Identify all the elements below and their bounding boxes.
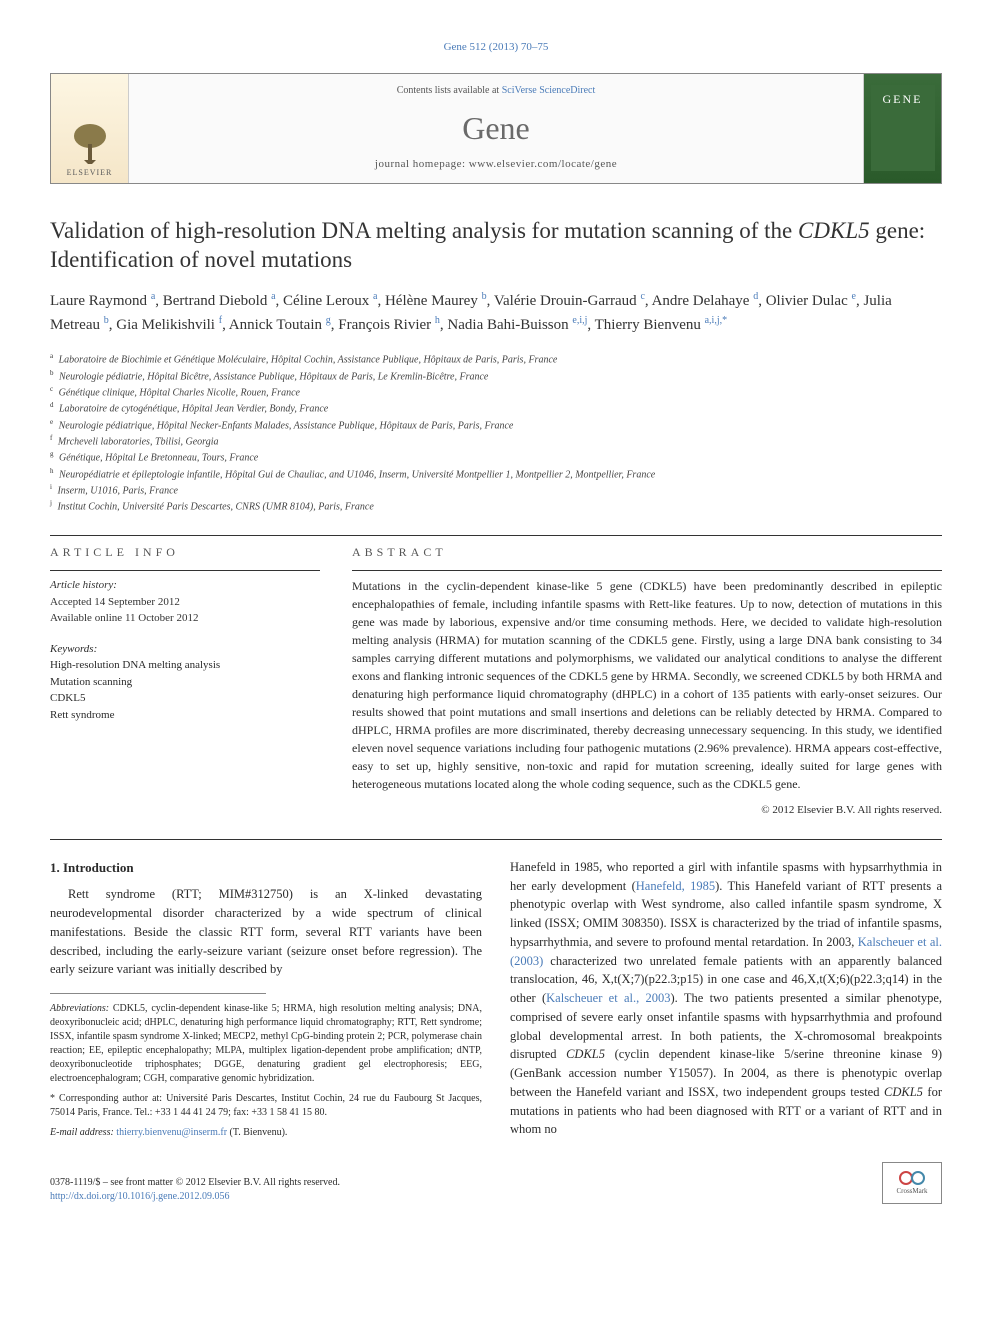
article-body: 1. Introduction Rett syndrome (RTT; MIM#… xyxy=(50,858,942,1148)
intro-paragraph-2: Hanefeld in 1985, who reported a girl wi… xyxy=(510,858,942,1139)
abstract-text: Mutations in the cyclin-dependent kinase… xyxy=(352,577,942,793)
publisher-logo: ELSEVIER xyxy=(51,74,129,182)
doi-link[interactable]: http://dx.doi.org/10.1016/j.gene.2012.09… xyxy=(50,1191,230,1202)
contents-available-line: Contents lists available at SciVerse Sci… xyxy=(137,84,855,98)
affiliation-item: g Génétique, Hôpital Le Bretonneau, Tour… xyxy=(50,449,942,465)
footnote-divider xyxy=(50,993,266,994)
intro-paragraph-1: Rett syndrome (RTT; MIM#312750) is an X-… xyxy=(50,885,482,979)
keyword-list: High-resolution DNA melting analysisMuta… xyxy=(50,657,320,723)
citation-link[interactable]: Hanefeld, 1985 xyxy=(636,879,715,893)
section-divider xyxy=(50,839,942,840)
affiliation-item: d Laboratoire de cytogénétique, Hôpital … xyxy=(50,400,942,416)
affiliation-item: e Neurologie pédiatrique, Hôpital Necker… xyxy=(50,417,942,433)
publisher-name: ELSEVIER xyxy=(67,167,113,178)
citation-link[interactable]: Kalscheuer et al. (2003) xyxy=(510,935,942,968)
affiliation-item: j Institut Cochin, Université Paris Desc… xyxy=(50,498,942,514)
issn-line: 0378-1119/$ – see front matter © 2012 El… xyxy=(50,1176,340,1190)
email-footnote: E-mail address: thierry.bienvenu@inserm.… xyxy=(50,1126,482,1140)
abbreviations-footnote: Abbreviations: CDKL5, cyclin-dependent k… xyxy=(50,1002,482,1086)
email-link[interactable]: thierry.bienvenu@inserm.fr xyxy=(116,1127,227,1138)
affiliation-item: c Génétique clinique, Hôpital Charles Ni… xyxy=(50,384,942,400)
journal-name: Gene xyxy=(137,106,855,151)
affiliation-item: i Inserm, U1016, Paris, France xyxy=(50,482,942,498)
keyword-item: Rett syndrome xyxy=(50,707,320,724)
accepted-date: Accepted 14 September 2012 xyxy=(50,594,320,611)
crossmark-badge[interactable]: CrossMark xyxy=(882,1162,942,1204)
journal-masthead: ELSEVIER Contents lists available at Sci… xyxy=(50,73,942,183)
crossmark-label: CrossMark xyxy=(896,1187,927,1197)
keyword-item: High-resolution DNA melting analysis xyxy=(50,657,320,674)
keyword-item: CDKL5 xyxy=(50,690,320,707)
article-info-heading: ARTICLE INFO xyxy=(50,544,320,561)
affiliation-item: h Neuropédiatrie et épileptologie infant… xyxy=(50,466,942,482)
keyword-item: Mutation scanning xyxy=(50,674,320,691)
sciencedirect-link[interactable]: SciVerse ScienceDirect xyxy=(502,85,596,96)
affiliation-list: a Laboratoire de Biochimie et Génétique … xyxy=(50,351,942,514)
article-history-label: Article history: xyxy=(50,577,320,594)
affiliation-item: f Mrcheveli laboratories, Tbilisi, Georg… xyxy=(50,433,942,449)
affiliation-item: a Laboratoire de Biochimie et Génétique … xyxy=(50,351,942,367)
journal-homepage: journal homepage: www.elsevier.com/locat… xyxy=(137,157,855,172)
elsevier-tree-icon xyxy=(66,120,114,166)
footnotes-block: Abbreviations: CDKL5, cyclin-dependent k… xyxy=(50,1002,482,1140)
author-list: Laure Raymond a, Bertrand Diebold a, Cél… xyxy=(50,289,942,337)
section-divider xyxy=(50,535,942,536)
intro-heading: 1. Introduction xyxy=(50,858,482,878)
cover-label: GENE xyxy=(871,85,935,171)
subsection-divider xyxy=(352,570,942,571)
crossmark-icon xyxy=(899,1169,925,1187)
article-title: Validation of high-resolution DNA meltin… xyxy=(50,216,942,276)
journal-cover-thumbnail: GENE xyxy=(863,74,941,182)
page-footer: 0378-1119/$ – see front matter © 2012 El… xyxy=(50,1162,942,1204)
citation-link[interactable]: Kalscheuer et al., 2003 xyxy=(546,991,670,1005)
abstract-copyright: © 2012 Elsevier B.V. All rights reserved… xyxy=(352,803,942,818)
subsection-divider xyxy=(50,570,320,571)
affiliation-item: b Neurologie pédiatrie, Hôpital Bicêtre,… xyxy=(50,368,942,384)
keywords-label: Keywords: xyxy=(50,641,320,658)
online-date: Available online 11 October 2012 xyxy=(50,610,320,627)
abstract-heading: ABSTRACT xyxy=(352,544,942,561)
page-header: Gene 512 (2013) 70–75 xyxy=(50,40,942,55)
corresponding-author-footnote: * Corresponding author at: Université Pa… xyxy=(50,1092,482,1120)
